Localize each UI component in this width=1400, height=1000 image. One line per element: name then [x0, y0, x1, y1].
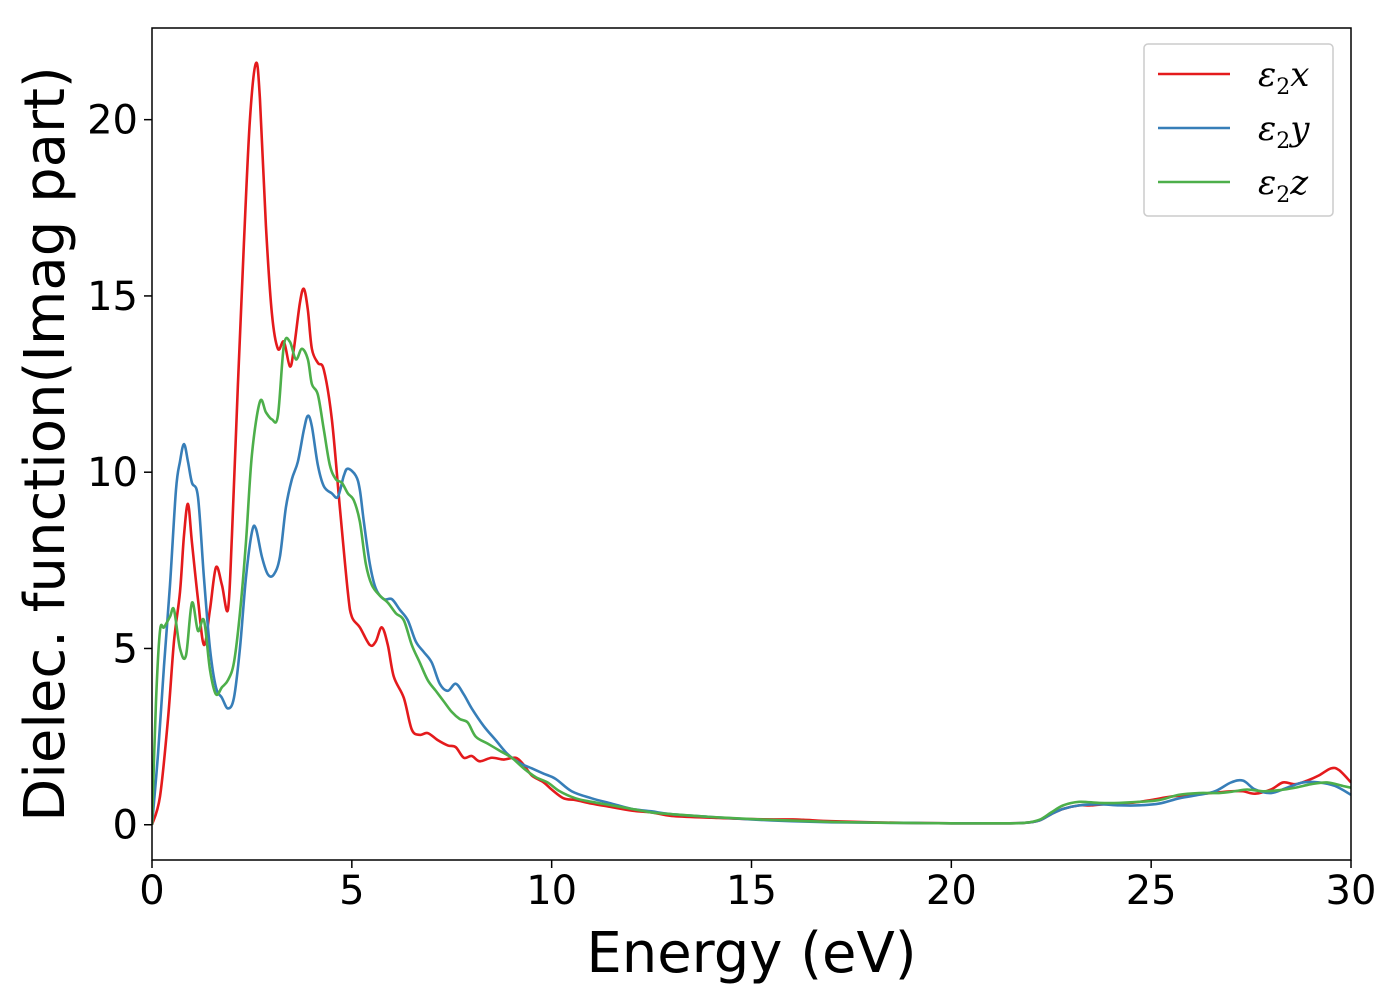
- legend: ε2x ε2y ε2z: [1143, 43, 1334, 217]
- legend-box: [1143, 43, 1334, 217]
- y-tick-label: 15: [87, 274, 138, 320]
- x-tick-label: 30: [1326, 868, 1377, 914]
- y-axis-label: Dielec. function(Imag part): [13, 66, 78, 822]
- x-tick-label: 10: [526, 868, 577, 914]
- legend-entry-y: ε2y: [1258, 109, 1310, 154]
- series-line-y: [152, 414, 1351, 825]
- y-axis: 0 5 10 15 20: [87, 98, 152, 849]
- legend-entry-x: ε2x: [1258, 55, 1309, 100]
- y-tick-label: 10: [87, 450, 138, 496]
- y-tick-label: 5: [113, 626, 138, 672]
- series-line-z: [152, 336, 1351, 825]
- series-layer: [152, 61, 1351, 826]
- y-tick-label: 0: [113, 803, 138, 849]
- x-tick-label: 20: [926, 868, 977, 914]
- x-axis-label: Energy (eV): [586, 921, 916, 986]
- legend-entry-z: ε2z: [1258, 163, 1309, 208]
- x-axis: 0 5 10 15 20 25 30: [139, 860, 1376, 914]
- x-tick-label: 15: [726, 868, 777, 914]
- y-tick-label: 20: [87, 98, 138, 144]
- x-tick-label: 0: [139, 868, 164, 914]
- x-tick-label: 5: [339, 868, 364, 914]
- x-tick-label: 25: [1126, 868, 1177, 914]
